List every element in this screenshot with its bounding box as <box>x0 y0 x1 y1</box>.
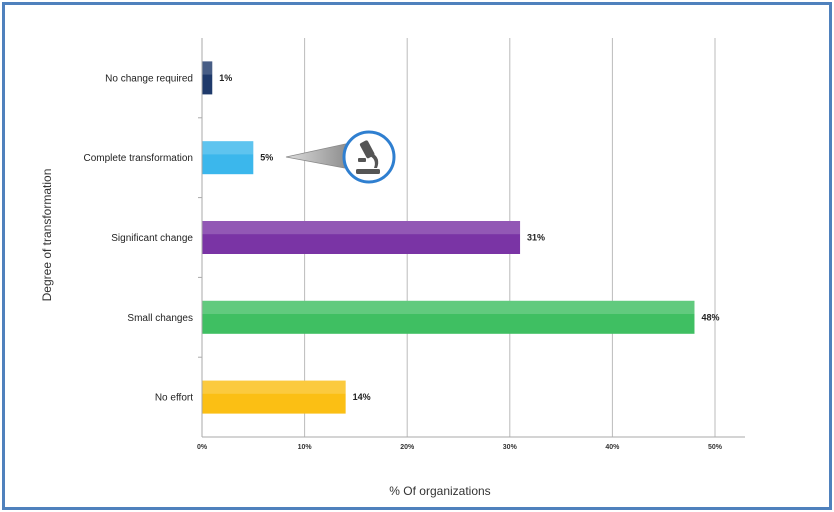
category-label: Complete transformation <box>84 153 194 164</box>
bar <box>202 300 695 334</box>
bars <box>202 61 695 414</box>
x-tick-label: 10% <box>298 444 313 451</box>
value-label: 31% <box>527 233 545 243</box>
bar <box>202 61 213 95</box>
axes <box>198 38 745 438</box>
tick-labels: 0% 10% 20% 30% 40% 50% <box>197 444 723 451</box>
bar <box>202 380 346 414</box>
x-tick-label: 40% <box>605 444 620 451</box>
microscope-icon <box>356 140 380 174</box>
bar-highlight <box>202 221 521 235</box>
value-label: 5% <box>260 153 273 163</box>
bar <box>202 141 254 175</box>
y-axis-title: Degree of transformation <box>40 169 54 302</box>
bar-highlight <box>202 141 254 155</box>
bar-highlight <box>202 380 346 394</box>
callout-pointer <box>285 142 351 170</box>
value-label: 48% <box>701 312 719 322</box>
value-label: 1% <box>219 73 232 83</box>
x-tick-label: 20% <box>400 444 415 451</box>
bar <box>202 221 521 254</box>
value-labels: 1% 5% 31% 48% 14% <box>219 73 719 402</box>
category-label: No effort <box>155 393 193 404</box>
category-label: Small changes <box>127 313 193 324</box>
category-label: Significant change <box>111 233 193 244</box>
x-tick-label: 50% <box>708 444 723 451</box>
x-tick-label: 30% <box>503 444 518 451</box>
x-axis-title: % Of organizations <box>389 484 490 498</box>
category-labels: No change required Complete transformatio… <box>84 73 194 403</box>
value-label: 14% <box>353 392 371 402</box>
bar-highlight <box>202 61 213 75</box>
x-tick-label: 0% <box>197 444 208 451</box>
microscope-callout <box>285 130 396 184</box>
category-label: No change required <box>105 73 193 84</box>
bar-highlight <box>202 300 695 314</box>
